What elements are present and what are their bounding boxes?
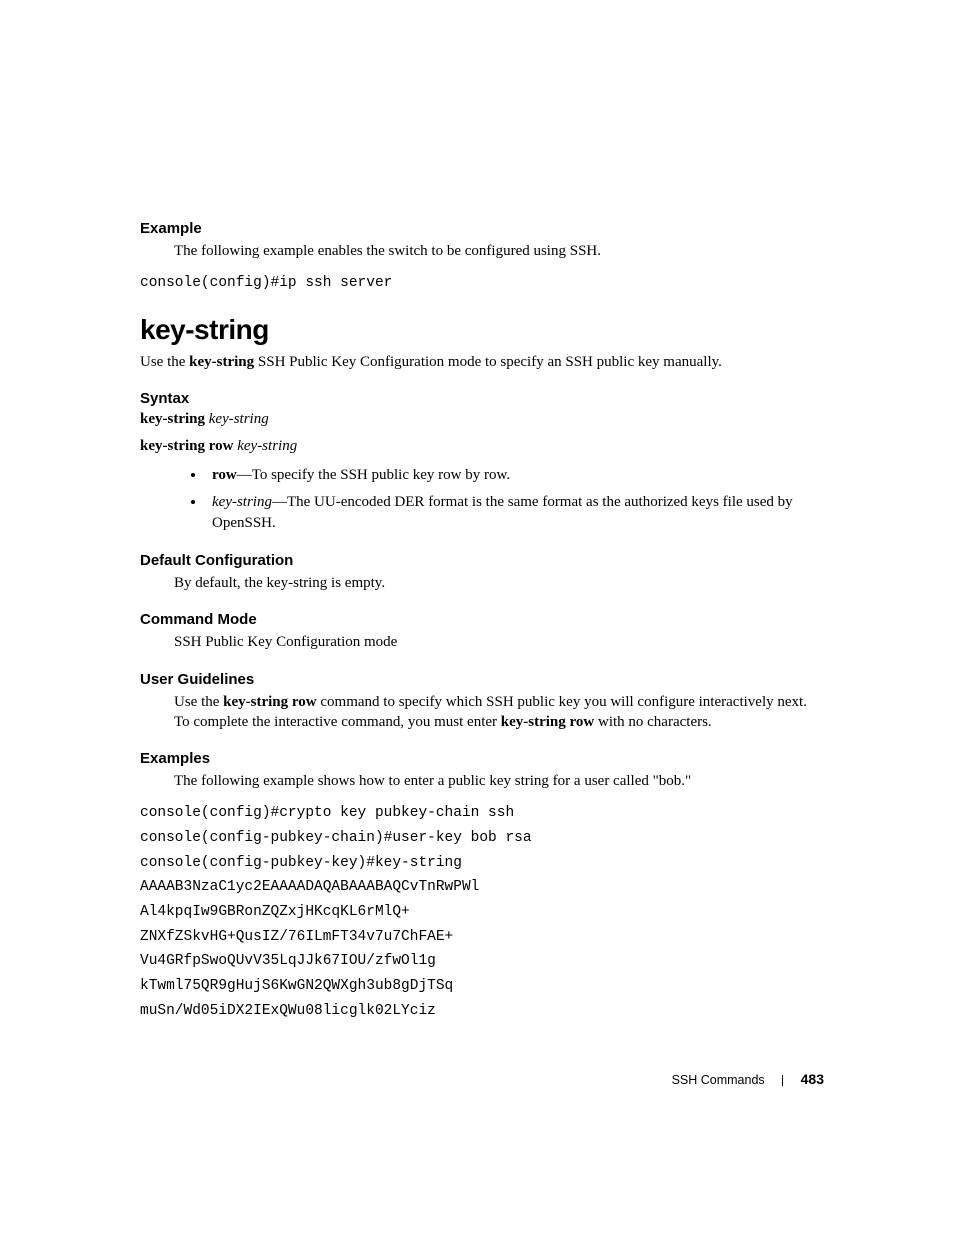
example-heading: Example [140, 220, 824, 237]
document-page: Example The following example enables th… [0, 0, 954, 1235]
syntax-line-2: key-string row key-string [140, 438, 824, 455]
bullet-ks-italic: key-string [212, 494, 272, 510]
syntax-line1-italic: key-string [205, 411, 269, 427]
user-guidelines-text: Use the key-string row command to specif… [174, 692, 824, 733]
example-section: Example The following example enables th… [140, 220, 824, 296]
ug-prefix: Use the [174, 694, 223, 710]
syntax-line1-bold: key-string [140, 411, 205, 427]
syntax-section: Syntax key-string key-string key-string … [140, 390, 824, 534]
page-footer: SSH Commands 483 [672, 1071, 824, 1087]
syntax-bullets: row—To specify the SSH public key row by… [140, 465, 824, 534]
command-mode-text: SSH Public Key Configuration mode [174, 632, 824, 652]
footer-separator [782, 1075, 783, 1086]
user-guidelines-heading: User Guidelines [140, 671, 824, 688]
ug-suffix: with no characters. [594, 714, 711, 730]
intro-prefix: Use the [140, 354, 189, 370]
command-mode-heading: Command Mode [140, 611, 824, 628]
syntax-heading: Syntax [140, 390, 824, 407]
bullet-row-rest: —To specify the SSH public key row by ro… [237, 467, 510, 483]
examples-text: The following example shows how to enter… [174, 771, 824, 791]
syntax-bullet-keystring: key-string—The UU-encoded DER format is … [206, 492, 824, 534]
footer-section: SSH Commands [672, 1073, 765, 1087]
command-title: key-string [140, 314, 824, 346]
default-config-heading: Default Configuration [140, 552, 824, 569]
default-config-text: By default, the key-string is empty. [174, 573, 824, 593]
default-config-section: Default Configuration By default, the ke… [140, 552, 824, 593]
bullet-ks-rest: —The UU-encoded DER format is the same f… [212, 494, 793, 531]
example-code: console(config)#ip ssh server [140, 271, 824, 296]
examples-section: Examples The following example shows how… [140, 750, 824, 1023]
footer-page-number: 483 [801, 1071, 824, 1087]
ug-bold2: key-string row [501, 714, 594, 730]
user-guidelines-section: User Guidelines Use the key-string row c… [140, 671, 824, 733]
example-text: The following example enables the switch… [174, 241, 824, 261]
syntax-line2-bold: key-string row [140, 438, 233, 454]
syntax-line-1: key-string key-string [140, 411, 824, 428]
syntax-bullet-row: row—To specify the SSH public key row by… [206, 465, 824, 486]
examples-heading: Examples [140, 750, 824, 767]
syntax-line2-italic: key-string [233, 438, 297, 454]
command-mode-section: Command Mode SSH Public Key Configuratio… [140, 611, 824, 652]
intro-bold: key-string [189, 354, 254, 370]
intro-suffix: SSH Public Key Configuration mode to spe… [254, 354, 722, 370]
ug-bold1: key-string row [223, 694, 316, 710]
examples-code: console(config)#crypto key pubkey-chain … [140, 801, 824, 1023]
command-intro: Use the key-string SSH Public Key Config… [140, 352, 824, 372]
bullet-row-bold: row [212, 467, 237, 483]
